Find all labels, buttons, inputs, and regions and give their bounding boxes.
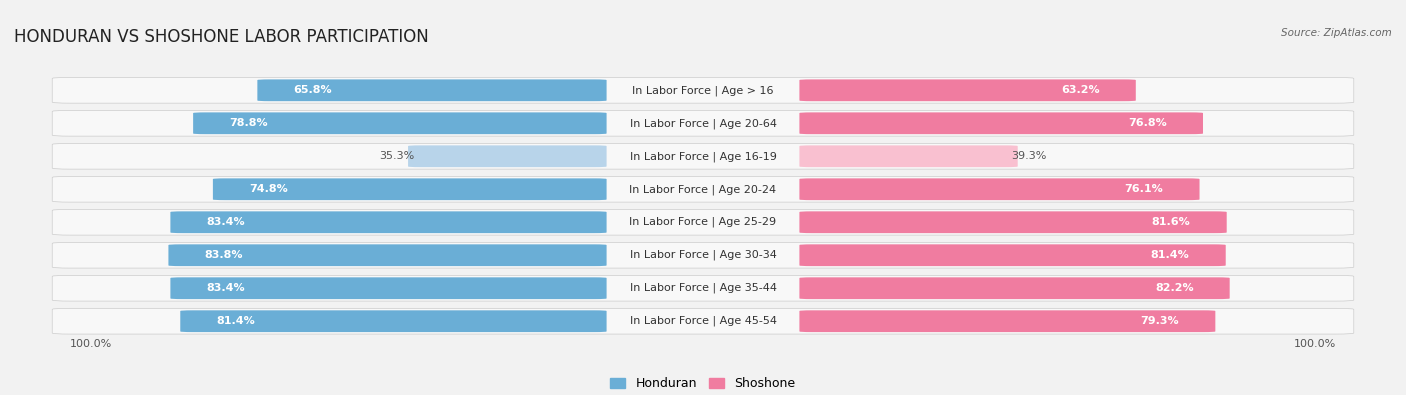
Text: In Labor Force | Age 16-19: In Labor Force | Age 16-19 bbox=[630, 151, 776, 162]
Text: 83.4%: 83.4% bbox=[207, 217, 245, 227]
Text: HONDURAN VS SHOSHONE LABOR PARTICIPATION: HONDURAN VS SHOSHONE LABOR PARTICIPATION bbox=[14, 28, 429, 46]
Text: In Labor Force | Age 35-44: In Labor Force | Age 35-44 bbox=[630, 283, 776, 293]
FancyBboxPatch shape bbox=[800, 310, 1215, 332]
Legend: Honduran, Shoshone: Honduran, Shoshone bbox=[606, 372, 800, 395]
Text: 81.6%: 81.6% bbox=[1152, 217, 1191, 227]
FancyBboxPatch shape bbox=[52, 209, 1354, 235]
FancyBboxPatch shape bbox=[193, 113, 606, 134]
Text: 83.8%: 83.8% bbox=[205, 250, 243, 260]
FancyBboxPatch shape bbox=[170, 277, 606, 299]
FancyBboxPatch shape bbox=[170, 211, 606, 233]
FancyBboxPatch shape bbox=[257, 79, 606, 101]
Text: In Labor Force | Age 25-29: In Labor Force | Age 25-29 bbox=[630, 217, 776, 228]
Text: 81.4%: 81.4% bbox=[217, 316, 254, 326]
FancyBboxPatch shape bbox=[212, 179, 606, 200]
FancyBboxPatch shape bbox=[169, 245, 606, 266]
FancyBboxPatch shape bbox=[52, 111, 1354, 136]
FancyBboxPatch shape bbox=[800, 179, 1199, 200]
FancyBboxPatch shape bbox=[52, 275, 1354, 301]
FancyBboxPatch shape bbox=[800, 145, 1018, 167]
Text: In Labor Force | Age 30-34: In Labor Force | Age 30-34 bbox=[630, 250, 776, 260]
Text: In Labor Force | Age 45-54: In Labor Force | Age 45-54 bbox=[630, 316, 776, 326]
FancyBboxPatch shape bbox=[52, 243, 1354, 268]
FancyBboxPatch shape bbox=[52, 77, 1354, 103]
Text: Source: ZipAtlas.com: Source: ZipAtlas.com bbox=[1281, 28, 1392, 38]
Text: 81.4%: 81.4% bbox=[1152, 250, 1189, 260]
Text: 74.8%: 74.8% bbox=[249, 184, 288, 194]
Text: 78.8%: 78.8% bbox=[229, 118, 269, 128]
Text: 35.3%: 35.3% bbox=[378, 151, 415, 161]
FancyBboxPatch shape bbox=[800, 277, 1230, 299]
Text: 79.3%: 79.3% bbox=[1140, 316, 1180, 326]
Text: 63.2%: 63.2% bbox=[1062, 85, 1099, 95]
FancyBboxPatch shape bbox=[800, 245, 1226, 266]
Text: In Labor Force | Age 20-64: In Labor Force | Age 20-64 bbox=[630, 118, 776, 128]
FancyBboxPatch shape bbox=[52, 308, 1354, 334]
FancyBboxPatch shape bbox=[52, 143, 1354, 169]
Text: 76.1%: 76.1% bbox=[1125, 184, 1163, 194]
Text: In Labor Force | Age 20-24: In Labor Force | Age 20-24 bbox=[630, 184, 776, 194]
Text: 39.3%: 39.3% bbox=[1012, 151, 1047, 161]
Text: 100.0%: 100.0% bbox=[1294, 339, 1336, 349]
FancyBboxPatch shape bbox=[408, 145, 606, 167]
Text: 100.0%: 100.0% bbox=[70, 339, 112, 349]
FancyBboxPatch shape bbox=[800, 211, 1226, 233]
FancyBboxPatch shape bbox=[180, 310, 606, 332]
FancyBboxPatch shape bbox=[800, 113, 1204, 134]
FancyBboxPatch shape bbox=[52, 177, 1354, 202]
Text: 83.4%: 83.4% bbox=[207, 283, 245, 293]
Text: 76.8%: 76.8% bbox=[1128, 118, 1167, 128]
Text: 65.8%: 65.8% bbox=[294, 85, 332, 95]
Text: 82.2%: 82.2% bbox=[1154, 283, 1194, 293]
FancyBboxPatch shape bbox=[800, 79, 1136, 101]
Text: In Labor Force | Age > 16: In Labor Force | Age > 16 bbox=[633, 85, 773, 96]
